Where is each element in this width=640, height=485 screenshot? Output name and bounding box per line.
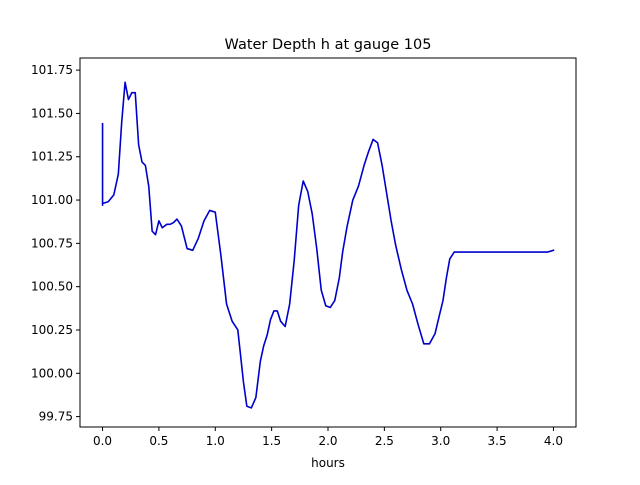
axes: 0.0 0.5 1.0 1.5 2.0 2.5 3.0 3.5 4.0 99.75 100.00 10… (31, 57, 577, 448)
x-tick-label: 1.0 (206, 434, 225, 448)
chart-title: Water Depth h at gauge 105 (225, 37, 432, 53)
y-tick-label: 101.50 (31, 106, 73, 120)
x-tick-label: 2.5 (375, 434, 394, 448)
x-axis-title: hours (311, 456, 345, 470)
y-tick-label: 100.75 (31, 236, 73, 250)
y-tick-label: 100.50 (31, 280, 73, 294)
x-tick-label: 1.5 (262, 434, 281, 448)
y-tick-label: 101.25 (31, 150, 73, 164)
y-tick-label: 101.00 (31, 193, 73, 207)
plot-area (101, 81, 555, 409)
x-tick-label: 0.5 (149, 434, 168, 448)
x-tick-label: 3.5 (488, 434, 507, 448)
x-tick-label: 0.0 (93, 434, 112, 448)
y-tick-label: 101.75 (31, 63, 73, 77)
y-tick-label: 100.00 (31, 366, 73, 380)
x-tick-label: 4.0 (544, 434, 563, 448)
x-tick-label: 3.0 (431, 434, 450, 448)
series-line-0 (101, 81, 555, 409)
x-tick-label: 2.0 (318, 434, 337, 448)
y-tick-label: 100.25 (31, 323, 73, 337)
y-tick-label: 99.75 (39, 410, 73, 424)
